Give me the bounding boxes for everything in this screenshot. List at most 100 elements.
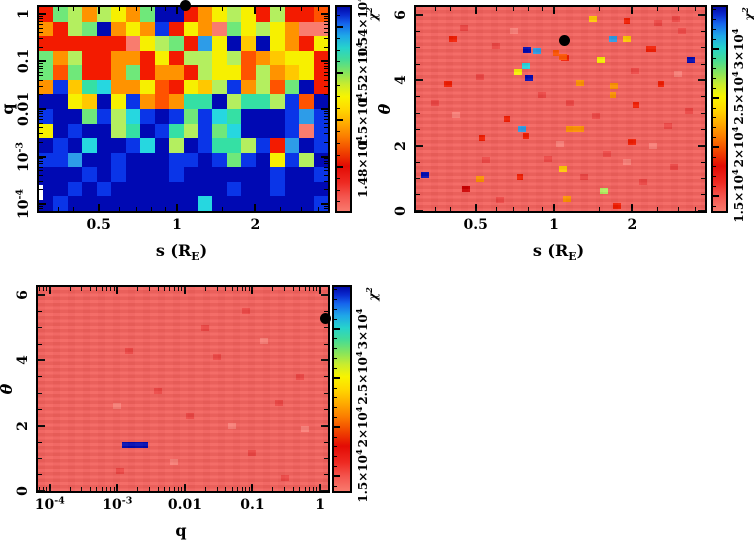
tick: [324, 110, 328, 112]
anomaly-cell: [459, 24, 468, 31]
heatmap-cell: [125, 181, 141, 197]
heatmap-cell: [255, 138, 271, 154]
tick: [222, 7, 224, 11]
tick: [701, 96, 705, 98]
heatmap-cell: [212, 7, 228, 23]
tick: [39, 203, 46, 206]
heatmap-cell: [226, 167, 242, 183]
anomaly-cell: [672, 16, 681, 23]
heatmap-cell: [313, 50, 328, 66]
heatmap-cell: [125, 94, 141, 110]
heatmap-cell: [284, 79, 300, 95]
heatmap-cell: [125, 36, 141, 52]
heatmap-cell: [82, 79, 98, 95]
heatmap-cell: [53, 94, 69, 110]
colorbar-tick: [337, 25, 343, 28]
tick: [324, 27, 328, 29]
heatmap-cell: [226, 79, 242, 95]
tick: [39, 108, 46, 111]
heatmap-cell: [226, 36, 242, 52]
tick: [254, 204, 257, 211]
heatmap-cell: [241, 138, 257, 154]
heatmap-cell: [140, 7, 156, 23]
tick: [39, 20, 43, 22]
tick: [38, 343, 42, 345]
tick: [324, 474, 328, 476]
heatmap-cell: [284, 196, 300, 211]
heatmap-cell: [111, 196, 127, 211]
heatmap-cell: [255, 79, 271, 95]
anomaly-cell: [186, 412, 195, 419]
colorbar-s-q: [335, 5, 352, 213]
anomaly-cell: [613, 203, 622, 210]
x-axis-title: q: [175, 521, 187, 540]
heatmap-cell: [255, 7, 271, 23]
tick: [96, 487, 98, 491]
anomaly-cell: [532, 48, 541, 55]
tick: [321, 294, 328, 297]
anomaly-cell: [631, 67, 640, 74]
heatmap-cell: [197, 123, 213, 139]
tick: [416, 30, 420, 32]
heatmap-cell: [212, 152, 228, 168]
tick: [38, 441, 42, 443]
heatmap-cell: [53, 167, 69, 183]
heatmap-cell: [39, 7, 55, 23]
tick: [309, 487, 311, 491]
tick: [701, 177, 705, 179]
heatmap-cell: [125, 65, 141, 81]
heatmap-cell: [154, 21, 170, 37]
tick: [292, 287, 294, 291]
heatmap-cell: [140, 181, 156, 197]
heatmap-cell: [313, 79, 328, 95]
heatmap-cell: [67, 94, 83, 110]
colorbar-tick: [713, 78, 716, 80]
anomaly-cell: [523, 47, 532, 54]
x-tick-label: 1: [172, 217, 182, 233]
tick: [149, 487, 151, 491]
tick: [698, 14, 705, 17]
colorbar-tick: [713, 97, 719, 100]
heatmap-cell: [169, 94, 185, 110]
tick: [309, 287, 311, 291]
tick: [241, 287, 243, 291]
anomaly-cell: [562, 195, 571, 202]
tick: [118, 207, 120, 211]
tick: [324, 75, 328, 77]
heatmap-cell: [140, 138, 156, 154]
tick: [48, 287, 51, 294]
heatmap-cell: [96, 138, 112, 154]
tick: [39, 181, 43, 182]
heatmap-cell: [183, 7, 199, 23]
heatmap-cell: [154, 94, 170, 110]
colorbar-tick: [334, 289, 337, 291]
heatmap-cell: [270, 94, 286, 110]
anomaly-cell: [125, 347, 134, 354]
colorbar-tick: [713, 195, 719, 198]
heatmap-cell: [197, 167, 213, 183]
colorbar-tick: [334, 309, 337, 311]
anomaly-cell: [517, 125, 526, 132]
heatmap-cell: [67, 79, 83, 95]
heatmap-cell: [270, 7, 286, 23]
heatmap-cell: [39, 167, 55, 183]
tick: [164, 207, 166, 211]
anomaly-cell: [280, 474, 289, 481]
tick: [695, 7, 697, 11]
heatmap-cell: [255, 152, 271, 168]
anomaly-cell: [658, 80, 665, 87]
heatmap-cell: [111, 79, 127, 95]
heatmap-cell: [39, 94, 55, 110]
x-tick-label: 0.1: [240, 497, 265, 513]
tick: [528, 207, 530, 211]
tick: [324, 189, 328, 191]
tick: [599, 7, 601, 11]
anomaly-cell: [170, 458, 179, 465]
tick: [280, 7, 282, 11]
heatmap-cell: [226, 109, 242, 125]
colorbar-tick: [713, 166, 716, 168]
colorbar-tick: [713, 48, 719, 51]
heatmap-cell: [39, 50, 55, 66]
